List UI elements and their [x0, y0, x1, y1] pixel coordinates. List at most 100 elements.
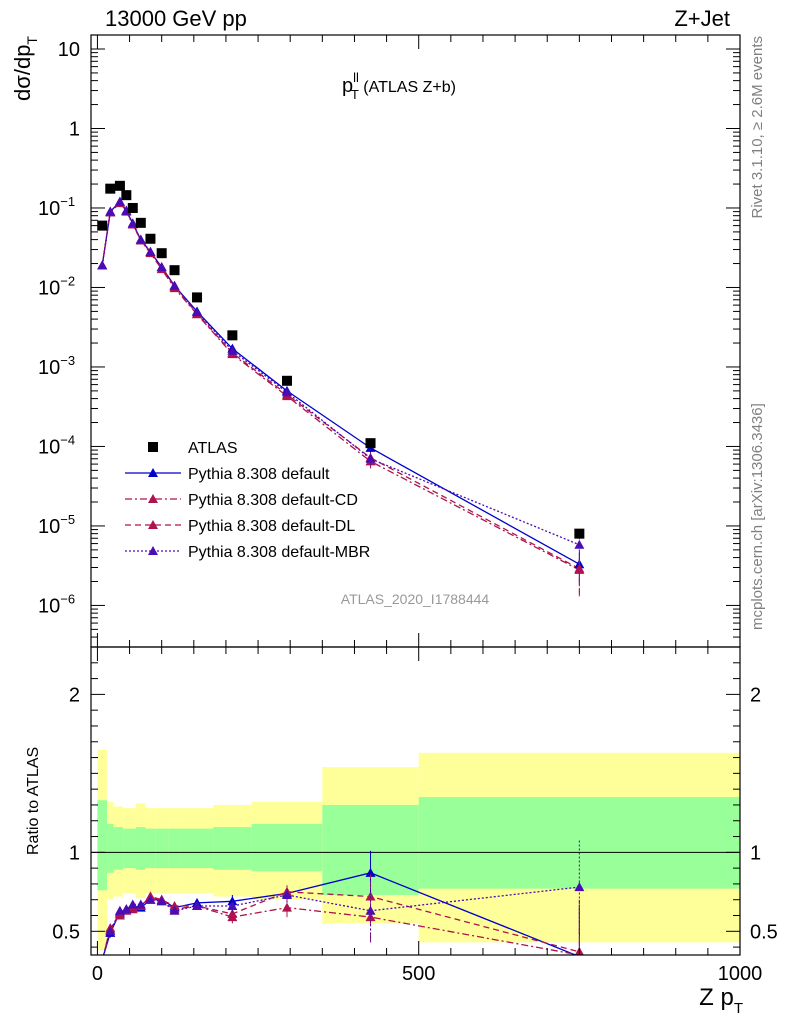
x-tick-label: 1000 — [718, 963, 763, 985]
main-default_mbr-point — [145, 246, 156, 256]
main-default_mbr-point — [169, 280, 180, 290]
inner-band — [107, 823, 114, 873]
inner-band — [145, 828, 156, 869]
atlas-data-point — [114, 180, 125, 191]
tick-exponent: −4 — [60, 432, 75, 447]
inner-band — [180, 828, 214, 869]
tick-exponent: −1 — [60, 194, 75, 209]
y-label-sub: T — [24, 36, 40, 45]
ratio-uncertainty-bands — [97, 749, 740, 951]
main-y-tick-label: 10−3 — [38, 353, 75, 379]
ratio-default_mbr-point — [227, 901, 238, 911]
ratio-y-tick-label-left: 2 — [69, 684, 80, 706]
atlas-data-point — [156, 248, 167, 259]
inner-band — [168, 828, 181, 869]
atlas-data-point — [365, 438, 376, 449]
atlas-data-point — [145, 233, 156, 244]
ratio-x-axis: 0 500 1000 — [92, 647, 762, 985]
main-y-tick-label: 10 — [58, 39, 80, 61]
main-default_mbr-point — [127, 218, 138, 228]
y-label-main: dσ/dp — [10, 45, 35, 101]
atlas-data-point — [227, 330, 238, 341]
title-sub: T — [351, 87, 359, 102]
ratio-default_mbr-point — [145, 894, 156, 904]
ratio-default_mbr-point — [105, 926, 116, 936]
title-suffix: (ATLAS Z+b) — [359, 79, 456, 96]
ratio-default_mbr-point — [574, 882, 585, 892]
title-sup: ll — [353, 70, 359, 85]
x-label-sub: T — [734, 1000, 743, 1017]
ratio-default_dl-point — [365, 891, 376, 901]
inner-band — [155, 828, 169, 869]
mcplots-label: mcplots.cern.ch [arXiv:1306.3436] — [749, 403, 766, 630]
tick-base: 10 — [38, 277, 60, 299]
tick-base: 10 — [38, 198, 60, 220]
main-default_mbr-point — [135, 234, 146, 244]
energy-label: 13000 GeV pp — [105, 6, 247, 31]
plot-title: pll T (ATLAS Z+b) — [342, 70, 456, 102]
ratio-default_mbr-point — [156, 896, 167, 906]
legend-atlas-marker — [148, 442, 158, 452]
legend-default_dl-marker — [148, 520, 158, 529]
ratio-default_dl-point — [169, 901, 180, 911]
atlas-data-point — [127, 202, 138, 213]
ratio-y-tick-label-left: 0.5 — [52, 921, 80, 943]
title-main: p — [342, 75, 353, 97]
legend-default_mbr-marker — [148, 546, 158, 555]
ratio-y-tick-label-right: 2 — [750, 684, 761, 706]
legend-default-label: Pythia 8.308 default — [188, 466, 330, 483]
legend-atlas-label: ATLAS — [188, 440, 238, 457]
main-default_mbr-point — [365, 453, 376, 463]
analysis-id: ATLAS_2020_I1788444 — [341, 591, 490, 607]
ratio-default-point — [365, 867, 376, 877]
inner-band — [213, 827, 252, 870]
ratio-frame — [90, 646, 741, 956]
inner-band — [123, 828, 136, 869]
inner-band — [97, 800, 108, 891]
tick-base: 10 — [38, 436, 60, 458]
tick-base: 10 — [38, 357, 60, 379]
legend-default_mbr-label: Pythia 8.308 default-MBR — [188, 544, 370, 561]
atlas-data-point — [574, 528, 585, 539]
legend-default_cd-label: Pythia 8.308 default-CD — [188, 492, 358, 509]
main-default_cd-line — [101, 202, 580, 571]
main-default_mbr-point — [227, 345, 238, 355]
ratio-default_mbr-point — [365, 905, 376, 915]
main-default_mbr-point — [97, 260, 108, 270]
ratio-y-tick-label-right: 1 — [750, 842, 761, 864]
ratio-y-tick-label-left: 1 — [69, 842, 80, 864]
tick-exponent: −3 — [60, 353, 75, 368]
main-default_mbr-point — [574, 539, 585, 549]
main-y-axis-label: dσ/dpT — [10, 36, 40, 101]
ratio-default_mbr-point — [169, 905, 180, 915]
main-default_mbr-point — [156, 262, 167, 272]
main-default_dl-point — [574, 563, 585, 573]
ratio-default_mbr-point — [127, 899, 138, 909]
tick-exponent: −2 — [60, 273, 75, 288]
x-tick-label: 500 — [402, 963, 435, 985]
inner-band — [251, 823, 323, 872]
rivet-label: Rivet 3.1.10, ≥ 2.6M events — [749, 36, 766, 219]
main-default_mbr-point — [114, 196, 125, 206]
ratio-series-marks — [102, 839, 585, 955]
main-y-tick-label: 10−5 — [38, 512, 75, 538]
atlas-data-point — [192, 292, 203, 303]
legend-default-marker — [148, 468, 158, 477]
ratio-y-axis-label: Ratio to ATLAS — [25, 747, 42, 855]
ratio-y-tick-label-right: 0.5 — [750, 921, 778, 943]
legend-default_cd-marker — [148, 494, 158, 503]
ratio-default_mbr-point — [281, 889, 292, 899]
inner-band — [135, 827, 146, 870]
atlas-data-point — [97, 220, 108, 231]
atlas-data-point — [121, 190, 132, 201]
inner-band — [113, 827, 124, 870]
main-default_mbr-point — [281, 387, 292, 397]
atlas-data-point — [135, 217, 146, 228]
main-default_mbr-point — [192, 307, 203, 317]
main-default_dl-line — [101, 201, 580, 570]
tick-base: 10 — [38, 516, 60, 538]
atlas-data-point — [169, 265, 180, 276]
